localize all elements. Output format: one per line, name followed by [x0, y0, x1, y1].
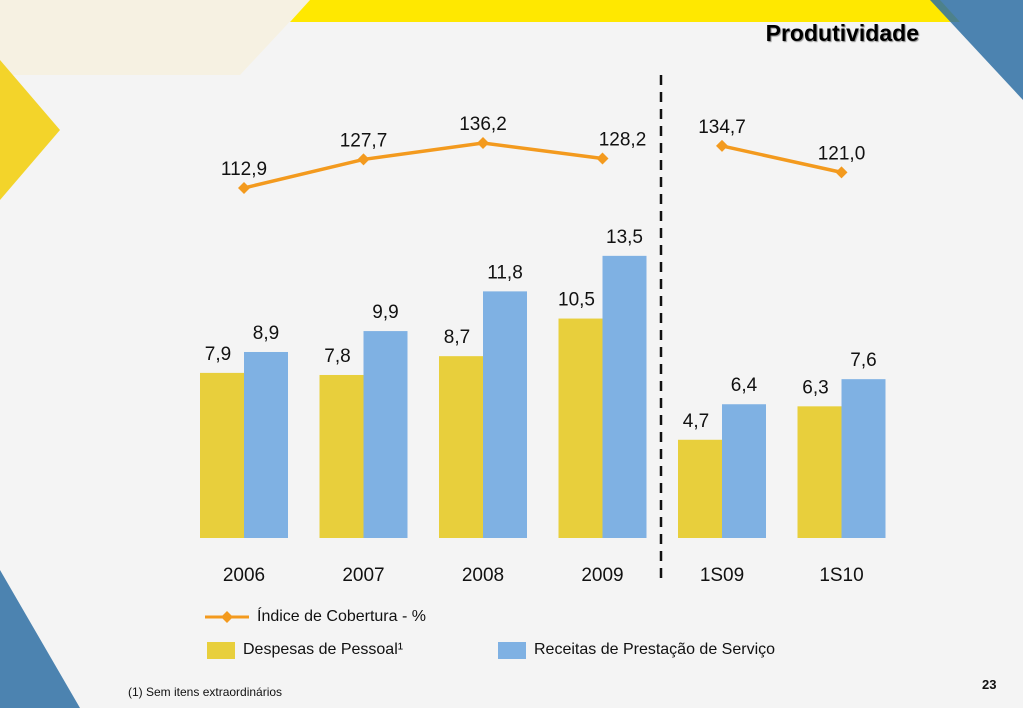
- x-tick-label: 2008: [462, 565, 504, 586]
- x-tick-label: 2007: [342, 565, 384, 586]
- legend-label: Índice de Cobertura - %: [257, 608, 426, 625]
- page-number: 23: [982, 677, 997, 692]
- legend-item-indice: Índice de Cobertura - %: [205, 608, 426, 626]
- data-label: 7,9: [205, 344, 231, 365]
- line-data-label: 128,2: [599, 129, 647, 150]
- line-point: [835, 166, 848, 179]
- data-label: 8,7: [444, 327, 470, 348]
- line-indice: [243, 141, 603, 190]
- line-data-label: 136,2: [459, 114, 507, 135]
- decor-cream-panel: [0, 0, 310, 75]
- data-label: 7,8: [324, 346, 350, 367]
- bar-receitas: [841, 379, 886, 538]
- line-data-label: 112,9: [221, 159, 267, 180]
- x-tick-label: 1S09: [700, 565, 744, 586]
- line-point: [596, 152, 609, 165]
- line-data-label: 121,0: [818, 143, 866, 164]
- legend-item-despesas: Despesas de Pessoal¹: [207, 641, 403, 659]
- line-data-label: 134,7: [698, 117, 746, 138]
- data-label: 11,8: [487, 262, 523, 283]
- line-point: [477, 137, 489, 150]
- bar-despesas: [558, 318, 603, 538]
- line-point: [357, 153, 370, 166]
- legend-swatch: [498, 641, 526, 659]
- data-label: 6,3: [802, 377, 828, 398]
- line-point: [716, 139, 728, 152]
- footnote: (1) Sem itens extraordinários: [128, 685, 283, 699]
- data-label: 9,9: [372, 302, 398, 323]
- bar-despesas: [439, 356, 483, 538]
- data-label: 13,5: [606, 227, 643, 248]
- line-diamond-icon: [205, 611, 249, 623]
- x-tick-label: 2009: [581, 565, 623, 586]
- data-label: 4,7: [683, 411, 709, 432]
- bar-despesas: [797, 406, 842, 538]
- data-label: 7,6: [850, 350, 876, 371]
- decor-yellow-corner: [0, 60, 60, 200]
- legend-label: Receitas de Prestação de Serviço: [534, 641, 776, 658]
- slide-title: Produtividade: [765, 20, 919, 46]
- bar-receitas: [602, 255, 647, 538]
- line-indice: [721, 144, 842, 175]
- legend-item-receitas: Receitas de Prestação de Serviço: [498, 641, 775, 659]
- data-label: 8,9: [253, 323, 279, 344]
- decor-blue-bottom: [0, 570, 80, 708]
- bar-receitas: [483, 291, 527, 538]
- legend-label: Despesas de Pessoal¹: [243, 641, 404, 658]
- decor-blue-corner: [930, 0, 1023, 100]
- legend-swatch: [207, 641, 235, 659]
- decor-yellow-band: [290, 0, 960, 22]
- bar-despesas: [319, 374, 364, 538]
- bar-despesas: [200, 372, 244, 538]
- x-tick-label: 1S10: [819, 565, 863, 586]
- data-label: 6,4: [731, 375, 758, 396]
- bar-receitas: [363, 331, 408, 538]
- bar-despesas: [678, 439, 722, 538]
- x-tick-label: 2006: [223, 565, 265, 586]
- bar-receitas: [244, 351, 288, 538]
- bar-receitas: [722, 404, 766, 538]
- line-data-label: 127,7: [340, 130, 388, 151]
- line-point: [238, 182, 250, 194]
- data-label: 10,5: [558, 290, 595, 311]
